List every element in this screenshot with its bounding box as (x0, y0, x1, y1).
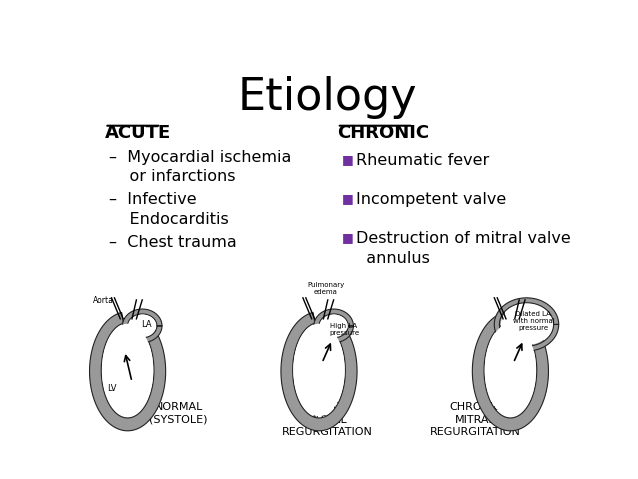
Polygon shape (122, 309, 162, 342)
Text: –  Myocardial ischemia
    or infarctions: – Myocardial ischemia or infarctions (110, 150, 292, 184)
Text: ■: ■ (342, 192, 353, 205)
Text: High LA
pressure: High LA pressure (329, 323, 359, 336)
Text: Rheumatic fever: Rheumatic fever (355, 153, 489, 169)
Ellipse shape (293, 324, 345, 416)
Text: CHRONIC
MITRAL
REGURGITATION: CHRONIC MITRAL REGURGITATION (430, 402, 521, 437)
Text: Destruction of mitral valve
  annulus: Destruction of mitral valve annulus (355, 231, 570, 266)
Text: ACUTE: ACUTE (105, 124, 171, 142)
Polygon shape (281, 312, 357, 431)
Text: NORMAL
(SYSTOLE): NORMAL (SYSTOLE) (149, 402, 208, 425)
Text: LV: LV (107, 385, 117, 393)
Text: Incompetent valve: Incompetent valve (355, 192, 506, 207)
Ellipse shape (501, 304, 553, 345)
Text: –  Infective
    Endocarditis: – Infective Endocarditis (110, 192, 229, 227)
Ellipse shape (320, 315, 348, 337)
Text: ACUTE
MITRAL
REGURGITATION: ACUTE MITRAL REGURGITATION (281, 402, 373, 437)
Ellipse shape (128, 315, 156, 337)
Text: LA: LA (141, 319, 152, 329)
Ellipse shape (102, 324, 153, 416)
Text: Aorta: Aorta (93, 296, 114, 305)
Text: ■: ■ (342, 153, 353, 166)
Text: Etiology: Etiology (237, 76, 417, 119)
Text: ■: ■ (342, 231, 353, 244)
Polygon shape (314, 309, 353, 342)
Polygon shape (89, 312, 166, 431)
Polygon shape (472, 312, 549, 431)
Text: CHRONIC: CHRONIC (337, 124, 429, 142)
Text: Dilated LA
with normal
pressure: Dilated LA with normal pressure (512, 311, 554, 331)
Ellipse shape (485, 324, 536, 416)
Text: Pulmonary
edema: Pulmonary edema (308, 282, 345, 295)
Text: –  Chest trauma: – Chest trauma (110, 235, 237, 250)
Polygon shape (494, 298, 559, 351)
